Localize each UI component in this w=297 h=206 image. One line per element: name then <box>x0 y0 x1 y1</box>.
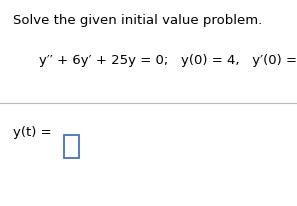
FancyBboxPatch shape <box>64 135 79 159</box>
Text: y′′ + 6y′ + 25y = 0;   y(0) = 4,   y′(0) = − 11: y′′ + 6y′ + 25y = 0; y(0) = 4, y′(0) = −… <box>39 54 297 67</box>
Text: Solve the given initial value problem.: Solve the given initial value problem. <box>13 14 263 27</box>
Text: y(t) =: y(t) = <box>13 125 52 138</box>
